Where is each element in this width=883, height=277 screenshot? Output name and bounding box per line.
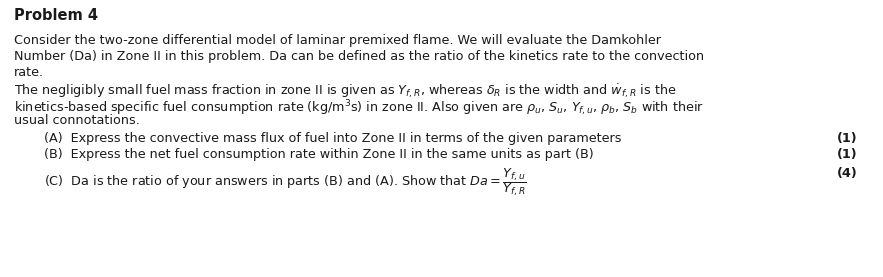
Text: rate.: rate. [14,66,44,79]
Text: (A)  Express the convective mass flux of fuel into Zone II in terms of the given: (A) Express the convective mass flux of … [44,132,622,145]
Text: (1): (1) [837,132,858,145]
Text: Number (Da) in Zone II in this problem. Da can be defined as the ratio of the ki: Number (Da) in Zone II in this problem. … [14,50,704,63]
Text: The negligibly small fuel mass fraction in zone II is given as $Y_{f,R}$, wherea: The negligibly small fuel mass fraction … [14,82,676,100]
Text: Consider the two-zone differential model of laminar premixed flame. We will eval: Consider the two-zone differential model… [14,34,661,47]
Text: Problem 4: Problem 4 [14,8,98,23]
Text: kinetics-based specific fuel consumption rate (kg/m$^3$s) in zone II. Also given: kinetics-based specific fuel consumption… [14,98,704,118]
Text: (C)  Da is the ratio of your answers in parts (B) and (A). Show that $Da = \dfra: (C) Da is the ratio of your answers in p… [44,167,527,199]
Text: (1): (1) [837,148,858,161]
Text: usual connotations.: usual connotations. [14,114,140,127]
Text: (B)  Express the net fuel consumption rate within Zone II in the same units as p: (B) Express the net fuel consumption rat… [44,148,593,161]
Text: (4): (4) [837,167,858,180]
